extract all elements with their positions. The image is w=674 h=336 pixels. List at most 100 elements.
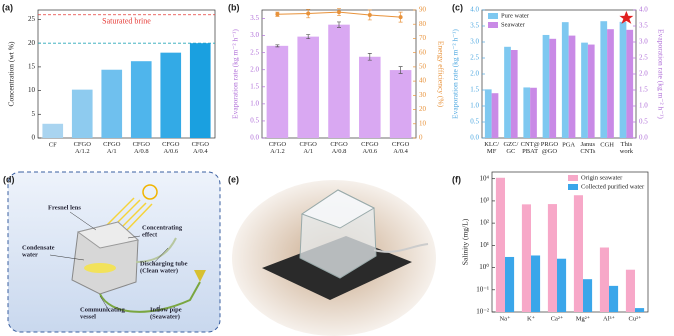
y-axis-label: Salinity (mg/L) [461, 218, 470, 265]
panel-label: (a) [2, 2, 13, 12]
x-tick-label: Ca²⁺ [551, 315, 564, 322]
y-tick-label: 2.5 [470, 54, 479, 62]
dome-top [300, 189, 376, 229]
diagram-label: Communicating vessel [80, 307, 126, 321]
y-axis-label: Evaporation rate (kg m⁻² h⁻¹) [231, 29, 240, 119]
x-tick-label: This work [620, 141, 634, 155]
x-tick-label: Janus CNTs [580, 141, 596, 155]
y-tick-label: 0.5 [470, 118, 479, 126]
error-bar [337, 21, 341, 28]
bar [547, 204, 557, 312]
y-tick-label: 1.5 [470, 86, 479, 94]
diagram-label: Concentrating effect [142, 225, 183, 239]
x-tick-label: CFGO A/1.2 [269, 141, 287, 155]
bar [542, 34, 550, 138]
discharge-tube [135, 237, 177, 263]
bar [491, 93, 499, 138]
x-tick-label: GZC/GC [503, 141, 518, 155]
bar [561, 22, 569, 138]
y-tick-label: 0.0 [250, 134, 259, 142]
y-tick-label: 3.5 [470, 22, 479, 30]
y-tick-label: 10⁻¹ [476, 285, 489, 293]
y2-tick-label: 90 [419, 6, 427, 14]
x-tick-label: Cu²⁺ [629, 315, 643, 322]
panel-label: (c) [452, 2, 463, 12]
bar [71, 89, 93, 138]
y2-tick-label: 3.0 [639, 38, 648, 46]
y-tick-label: 2.0 [470, 70, 479, 78]
bar [573, 195, 583, 312]
y-tick-label: 3.0 [470, 38, 479, 46]
bar [189, 43, 211, 139]
bar [495, 177, 505, 312]
bar [583, 279, 593, 312]
legend-label: Collected purified water [581, 183, 645, 190]
x-tick-label: CFGO A/0.4 [392, 141, 410, 155]
x-tick-label: CNT@ PBAT [521, 141, 540, 155]
star-marker [619, 10, 634, 24]
y-tick-label: 10¹ [480, 241, 489, 249]
y2-tick-label: 2.0 [639, 70, 648, 78]
y-tick-label: 1.5 [250, 82, 259, 90]
bar [619, 21, 627, 139]
chart-panel: (a) 0 5 10 15 20 25 Concentration (wt %) CF CFGO A… [2, 2, 216, 156]
y2-tick-label: 0.5 [639, 118, 648, 126]
sun [142, 184, 158, 200]
y2-tick-label: 50 [419, 62, 427, 70]
panel-label: (b) [228, 2, 240, 12]
bar [328, 24, 350, 138]
diagram-label: Condensate water [22, 245, 55, 259]
x-tick-label: CFGO A/0.8 [133, 141, 151, 155]
bar [160, 52, 182, 138]
bar [42, 123, 64, 138]
bar [389, 70, 412, 138]
y-tick-label: 3.0 [250, 31, 259, 39]
y2-axis-label: Evaporation rate (kg m⁻² h⁻¹) [656, 29, 665, 119]
x-tick-label: PRGO @GO [541, 141, 559, 155]
y2-tick-label: 0 [419, 134, 423, 142]
y2-tick-label: 4.0 [639, 6, 648, 14]
panel-label: (d) [3, 174, 15, 184]
error-bar [398, 66, 403, 74]
bar [521, 204, 531, 312]
bar [625, 269, 635, 312]
x-tick-label: CFGO A/0.4 [192, 141, 210, 155]
bar [359, 56, 381, 138]
y2-tick-label: 10 [419, 119, 427, 127]
y2-tick-label: 2.5 [639, 54, 648, 62]
legend-swatch [488, 13, 498, 19]
x-tick-label: CF [49, 141, 57, 148]
legend-swatch [568, 184, 578, 190]
y-tick-label: 15 [28, 62, 36, 70]
photo-panel: (e) [228, 174, 436, 336]
error-bar [275, 11, 280, 17]
y-tick-label: 0 [32, 134, 36, 142]
x-tick-label: KLC/MF [484, 141, 499, 155]
y-tick-label: 3.5 [250, 14, 259, 22]
bar [635, 308, 645, 312]
y-tick-label: 10⁰ [479, 263, 489, 271]
y-tick-label: 10⁻² [476, 308, 489, 316]
y-tick-label: 2.0 [250, 65, 259, 73]
y2-tick-label: 3.5 [639, 22, 648, 30]
x-tick-label: CFGO A/0.6 [361, 141, 379, 155]
plot-frame [491, 171, 649, 313]
error-bar [367, 52, 372, 61]
chart-panel: (f) 10⁻² 10⁻¹ 10⁰ 10¹ 10² 10³ 10⁴ Salinity (mg/L… [452, 171, 649, 322]
diagram-label: Discharging tube (Clean water) [140, 261, 188, 275]
y2-tick-label: 60 [419, 48, 427, 56]
evaporator [84, 263, 116, 273]
bar [607, 29, 614, 139]
inflow-pipe [99, 281, 201, 313]
bar [568, 35, 576, 138]
reference-label: Saturated brine [102, 17, 151, 26]
legend-label: Seawater [501, 21, 526, 28]
y-tick-label: 4.0 [470, 6, 479, 14]
bar [599, 247, 609, 312]
y2-tick-label: 80 [419, 20, 427, 28]
bar [549, 38, 557, 138]
y-tick-label: 0.5 [250, 117, 259, 125]
error-bar [306, 8, 311, 19]
